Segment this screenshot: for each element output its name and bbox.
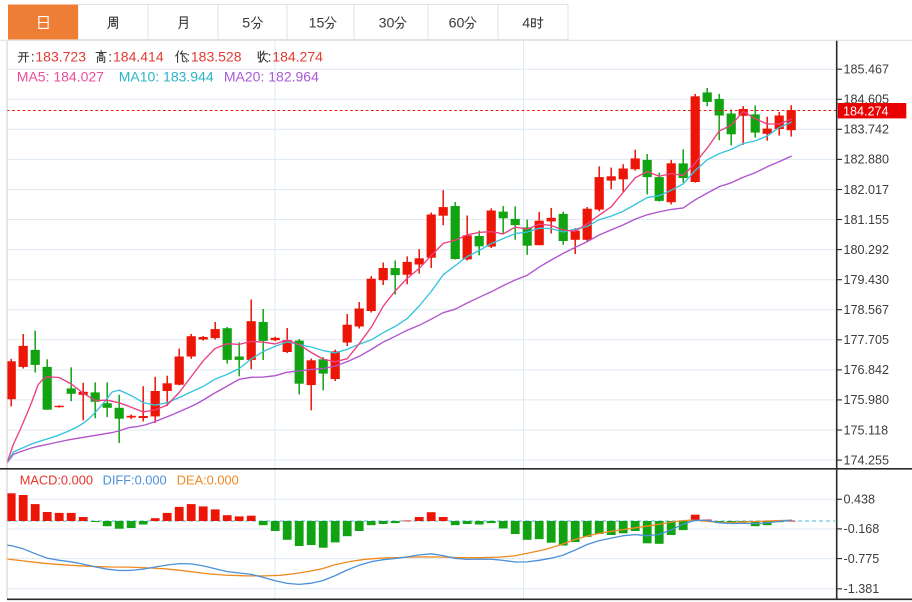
- svg-text:30: 30: [379, 16, 395, 32]
- svg-text:15: 15: [309, 16, 325, 32]
- svg-text:181.155: 181.155: [844, 213, 890, 227]
- svg-text:MA5: 184.027: MA5: 184.027: [17, 68, 104, 84]
- svg-text:183.723: 183.723: [35, 49, 86, 65]
- svg-text:DIFF:0.000: DIFF:0.000: [103, 473, 167, 488]
- svg-text:183.528: 183.528: [191, 49, 242, 65]
- svg-text:184.274: 184.274: [843, 104, 889, 118]
- svg-text:180.292: 180.292: [844, 243, 890, 257]
- svg-text:184.414: 184.414: [113, 49, 164, 65]
- svg-text:179.430: 179.430: [844, 273, 890, 287]
- svg-text:178.567: 178.567: [844, 303, 890, 317]
- svg-text:184.274: 184.274: [272, 49, 323, 65]
- svg-text:0.438: 0.438: [844, 493, 876, 507]
- svg-text::: :: [31, 49, 35, 65]
- svg-text::: :: [268, 49, 272, 65]
- svg-text:MACD:0.000: MACD:0.000: [20, 473, 93, 488]
- svg-text:-0.775: -0.775: [844, 552, 880, 566]
- svg-text::: :: [186, 49, 190, 65]
- svg-text:176.842: 176.842: [844, 363, 890, 377]
- svg-text:182.017: 182.017: [844, 183, 890, 197]
- svg-text:60: 60: [449, 16, 465, 32]
- svg-text:175.118: 175.118: [844, 423, 889, 437]
- svg-text:5: 5: [242, 16, 250, 32]
- svg-text:185.467: 185.467: [844, 63, 890, 77]
- svg-text:4: 4: [522, 16, 530, 32]
- svg-text:MA10: 183.944: MA10: 183.944: [119, 68, 214, 84]
- svg-text:175.980: 175.980: [844, 393, 890, 407]
- svg-text:174.255: 174.255: [844, 453, 890, 467]
- svg-text:183.742: 183.742: [844, 123, 890, 137]
- svg-text:-0.168: -0.168: [844, 522, 880, 536]
- svg-text:-1.381: -1.381: [844, 582, 880, 596]
- svg-text:DEA:0.000: DEA:0.000: [177, 473, 239, 488]
- svg-text:177.705: 177.705: [844, 333, 890, 347]
- svg-text::: :: [108, 49, 112, 65]
- svg-text:182.880: 182.880: [844, 153, 890, 167]
- svg-text:MA20: 182.964: MA20: 182.964: [224, 68, 319, 84]
